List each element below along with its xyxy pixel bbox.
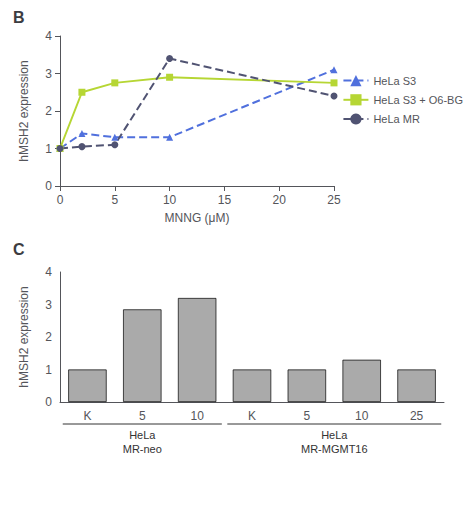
- svg-text:10: 10: [190, 409, 204, 423]
- svg-text:C: C: [13, 241, 25, 258]
- svg-text:HeLa: HeLa: [129, 429, 156, 441]
- svg-text:hMSH2 expression: hMSH2 expression: [17, 60, 31, 161]
- svg-text:HeLa S3 + O6-BG: HeLa S3 + O6-BG: [373, 94, 463, 106]
- svg-text:K: K: [248, 409, 256, 423]
- svg-text:5: 5: [111, 193, 118, 207]
- svg-text:HeLa S3: HeLa S3: [373, 75, 416, 87]
- svg-text:K: K: [83, 409, 91, 423]
- svg-text:20: 20: [273, 193, 287, 207]
- svg-text:10: 10: [355, 409, 369, 423]
- svg-text:B: B: [13, 9, 25, 26]
- svg-text:10: 10: [163, 193, 177, 207]
- svg-text:0: 0: [57, 193, 64, 207]
- svg-text:15: 15: [218, 193, 232, 207]
- svg-text:3: 3: [45, 298, 52, 312]
- svg-text:25: 25: [327, 193, 341, 207]
- svg-text:3: 3: [45, 67, 52, 81]
- svg-text:2: 2: [45, 104, 52, 118]
- svg-text:5: 5: [139, 409, 146, 423]
- svg-text:MR-MGMT16: MR-MGMT16: [301, 443, 368, 455]
- svg-text:2: 2: [45, 330, 52, 344]
- svg-text:1: 1: [45, 142, 52, 156]
- svg-text:HeLa: HeLa: [321, 429, 348, 441]
- svg-text:hMSH2 expression: hMSH2 expression: [17, 286, 31, 387]
- svg-text:HeLa MR: HeLa MR: [373, 113, 420, 125]
- svg-text:1: 1: [45, 363, 52, 377]
- svg-text:0: 0: [45, 395, 52, 409]
- svg-text:MR-neo: MR-neo: [123, 443, 162, 455]
- svg-text:4: 4: [45, 265, 52, 279]
- svg-text:4: 4: [45, 29, 52, 43]
- svg-text:MNNG (μM): MNNG (μM): [165, 211, 230, 225]
- svg-text:25: 25: [410, 409, 424, 423]
- svg-text:5: 5: [304, 409, 311, 423]
- svg-text:0: 0: [45, 179, 52, 193]
